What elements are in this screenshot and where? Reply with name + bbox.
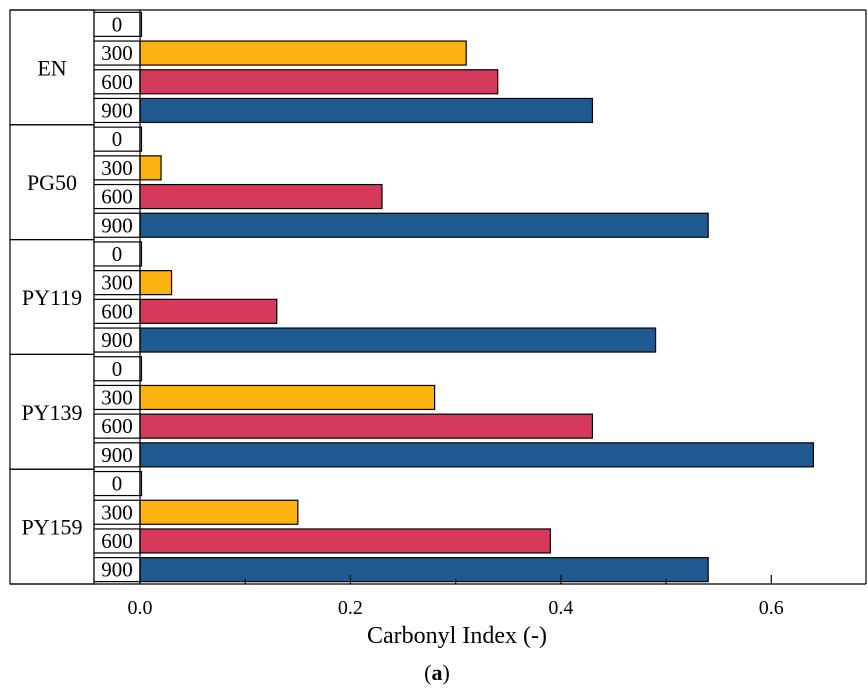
figure-caption: (a) <box>424 660 450 685</box>
caption-open-paren: ( <box>424 660 431 685</box>
bar-en-900 <box>139 97 594 124</box>
group-layer: EN 0 300 600 900 PG50 0 300 600 900 PY119 0 300 600 90… <box>9 9 141 585</box>
bar-py159-900 <box>139 557 709 583</box>
category-box-py159-300 <box>93 499 141 525</box>
group-label-pg50: PG50 <box>27 170 77 195</box>
category-label-py139-0: 0 <box>112 357 123 381</box>
bar-pg50-900 <box>139 212 709 238</box>
bar-en-300 <box>139 40 467 66</box>
bar-py139-600 <box>139 413 594 439</box>
category-label-py139-900: 900 <box>101 443 133 467</box>
group-label-py159: PY159 <box>21 515 82 540</box>
category-box-py139-0 <box>93 356 141 382</box>
bar-layer <box>139 11 814 583</box>
x-axis-label: Carbonyl Index (-) <box>367 623 547 649</box>
category-box-en-300 <box>93 40 141 66</box>
category-label-en-900: 900 <box>101 98 133 122</box>
caption-close-paren: ) <box>443 660 450 685</box>
group-label-en: EN <box>37 55 66 80</box>
category-box-en-0 <box>93 11 141 37</box>
category-label-en-600: 600 <box>101 70 133 94</box>
x-tick-label-0-6: 0.6 <box>759 597 784 619</box>
bar-py139-300 <box>139 384 436 411</box>
x-tick-label-0-2: 0.2 <box>338 597 363 619</box>
category-label-pg50-0: 0 <box>112 127 123 151</box>
category-box-py119-900 <box>93 327 141 353</box>
category-label-py159-300: 300 <box>101 500 133 524</box>
category-label-pg50-300: 300 <box>101 156 133 180</box>
category-label-py119-0: 0 <box>112 242 123 266</box>
category-label-pg50-900: 900 <box>101 213 133 237</box>
category-label-py119-300: 300 <box>101 271 133 295</box>
category-label-en-300: 300 <box>101 41 133 65</box>
bar-pg50-600 <box>139 183 383 210</box>
category-label-py159-600: 600 <box>101 529 133 553</box>
category-box-pg50-300 <box>93 155 141 181</box>
category-label-py159-0: 0 <box>112 472 123 496</box>
bar-py119-300 <box>139 270 173 296</box>
category-box-en-900 <box>93 97 141 124</box>
category-box-py159-0 <box>93 470 141 497</box>
category-label-py139-600: 600 <box>101 414 133 438</box>
bar-en-600 <box>139 69 499 95</box>
x-tick-label-0-4: 0.4 <box>548 597 573 619</box>
bar-pg50-300 <box>139 155 162 181</box>
category-label-pg50-600: 600 <box>101 185 133 209</box>
category-box-py139-300 <box>93 384 141 411</box>
category-box-pg50-0 <box>93 126 141 152</box>
bar-py119-600 <box>139 298 278 324</box>
group-label-py119: PY119 <box>22 285 82 310</box>
axis-layer: 0.0 0.2 0.4 0.6 <box>10 9 867 619</box>
bar-py159-300 <box>139 499 299 525</box>
category-label-py119-600: 600 <box>101 299 133 323</box>
caption-letter: a <box>432 660 443 685</box>
category-label-en-0: 0 <box>112 12 123 36</box>
category-box-py119-600 <box>93 298 141 324</box>
category-label-py159-900: 900 <box>101 558 133 582</box>
category-label-py119-900: 900 <box>101 328 133 352</box>
bar-py159-600 <box>139 528 551 554</box>
group-label-py139: PY139 <box>21 400 82 425</box>
bar-py119-900 <box>139 327 657 353</box>
bar-py139-900 <box>139 442 814 468</box>
category-box-py159-900 <box>93 557 141 583</box>
category-box-pg50-600 <box>93 183 141 210</box>
category-box-py119-300 <box>93 270 141 296</box>
category-label-py139-300: 300 <box>101 385 133 409</box>
category-box-py139-600 <box>93 413 141 439</box>
category-box-py139-900 <box>93 442 141 468</box>
x-tick-label-0-0: 0.0 <box>128 597 153 619</box>
